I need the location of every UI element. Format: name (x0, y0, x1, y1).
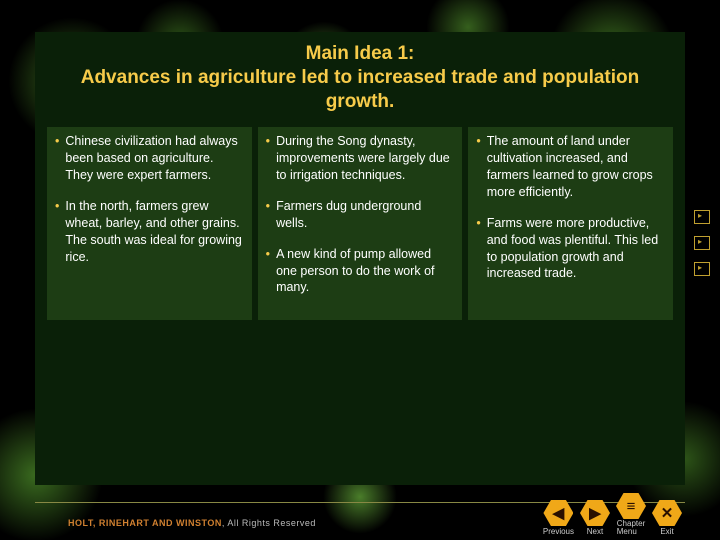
media-icon[interactable] (694, 236, 710, 250)
column-1: • Chinese civilization had always been b… (47, 127, 252, 320)
bullet-dot-icon: • (476, 215, 480, 283)
bullet-item: • Farms were more productive, and food w… (476, 215, 665, 283)
previous-label: Previous (543, 527, 574, 536)
bullet-text: The amount of land under cultivation inc… (487, 133, 665, 201)
column-2: • During the Song dynasty, improvements … (258, 127, 463, 320)
chapter-menu-button[interactable]: ≡ ChapterMenu (616, 493, 646, 536)
menu-icon: ≡ (616, 493, 646, 519)
footer-bar: HOLT, RINEHART AND WINSTON, All Rights R… (0, 502, 720, 540)
bullet-text: During the Song dynasty, improvements we… (276, 133, 454, 184)
bullet-dot-icon: • (266, 246, 270, 297)
media-icon[interactable] (694, 210, 710, 224)
column-3: • The amount of land under cultivation i… (468, 127, 673, 320)
copyright-text: HOLT, RINEHART AND WINSTON, All Rights R… (68, 518, 316, 528)
next-label: Next (587, 527, 603, 536)
bullet-item: • During the Song dynasty, improvements … (266, 133, 455, 184)
exit-label: Exit (660, 527, 673, 536)
exit-icon: ✕ (652, 500, 682, 526)
media-icon[interactable] (694, 262, 710, 276)
columns-container: • Chinese civilization had always been b… (47, 127, 673, 320)
next-button[interactable]: ▶ Next (580, 500, 610, 536)
bullet-dot-icon: • (55, 198, 59, 266)
bullet-text: Chinese civilization had always been bas… (65, 133, 243, 184)
slide-title: Main Idea 1:Advances in agriculture led … (47, 42, 673, 113)
bullet-text: A new kind of pump allowed one person to… (276, 246, 454, 297)
bullet-dot-icon: • (266, 198, 270, 232)
slide-content: Main Idea 1:Advances in agriculture led … (35, 32, 685, 485)
previous-icon: ◀ (543, 500, 573, 526)
previous-button[interactable]: ◀ Previous (543, 500, 574, 536)
exit-button[interactable]: ✕ Exit (652, 500, 682, 536)
bullet-item: • A new kind of pump allowed one person … (266, 246, 455, 297)
chapter-menu-label: ChapterMenu (617, 520, 645, 536)
bullet-dot-icon: • (55, 133, 59, 184)
bullet-text: In the north, farmers grew wheat, barley… (65, 198, 243, 266)
bullet-dot-icon: • (476, 133, 480, 201)
bullet-item: • In the north, farmers grew wheat, barl… (55, 198, 244, 266)
next-icon: ▶ (580, 500, 610, 526)
bullet-item: • Chinese civilization had always been b… (55, 133, 244, 184)
bullet-item: • Farmers dug underground wells. (266, 198, 455, 232)
bullet-text: Farmers dug underground wells. (276, 198, 454, 232)
side-media-icons (694, 210, 710, 276)
bullet-dot-icon: • (266, 133, 270, 184)
bullet-text: Farms were more productive, and food was… (487, 215, 665, 283)
bullet-item: • The amount of land under cultivation i… (476, 133, 665, 201)
brand-name: HOLT, RINEHART AND WINSTON (68, 518, 222, 528)
rights-text: , All Rights Reserved (222, 518, 316, 528)
nav-buttons: ◀ Previous ▶ Next ≡ ChapterMenu ✕ Exit (543, 493, 682, 536)
